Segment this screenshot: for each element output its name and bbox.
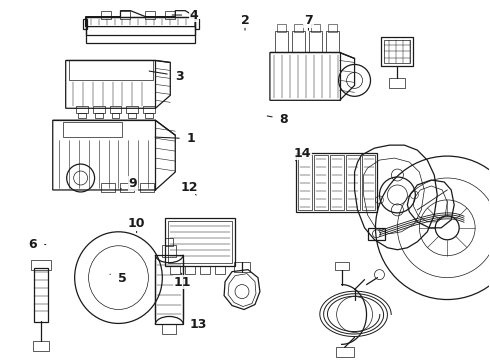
- Bar: [93, 106, 104, 113]
- Bar: [314, 155, 328, 210]
- Bar: [234, 262, 250, 272]
- Bar: [121, 11, 130, 19]
- Text: 7: 7: [304, 14, 313, 30]
- Text: 13: 13: [190, 318, 207, 331]
- Bar: [155, 255, 183, 324]
- Bar: [165, 11, 175, 19]
- Bar: [292, 31, 305, 53]
- Bar: [326, 31, 339, 53]
- Bar: [215, 266, 225, 274]
- Bar: [75, 106, 88, 113]
- Bar: [200, 266, 210, 274]
- Bar: [362, 155, 375, 210]
- Bar: [121, 183, 134, 192]
- Text: 3: 3: [149, 69, 183, 82]
- Bar: [171, 266, 180, 274]
- Bar: [77, 113, 86, 118]
- Bar: [185, 266, 195, 274]
- Bar: [294, 24, 303, 32]
- Bar: [309, 31, 322, 53]
- Text: 1: 1: [155, 132, 196, 145]
- Bar: [128, 113, 136, 118]
- Bar: [330, 155, 343, 210]
- Bar: [168, 221, 232, 263]
- Text: 4: 4: [172, 9, 198, 22]
- Bar: [336, 347, 354, 357]
- Bar: [63, 122, 122, 137]
- Bar: [110, 106, 122, 113]
- Bar: [146, 113, 153, 118]
- Bar: [296, 153, 377, 212]
- Text: 12: 12: [180, 181, 197, 195]
- Bar: [275, 31, 288, 53]
- Text: 10: 10: [128, 217, 146, 233]
- Bar: [195, 19, 199, 28]
- Text: 5: 5: [110, 272, 126, 285]
- Bar: [162, 324, 176, 334]
- Text: 8: 8: [267, 113, 288, 126]
- Bar: [368, 228, 386, 240]
- Bar: [390, 78, 405, 88]
- Text: 14: 14: [294, 147, 311, 161]
- Text: 9: 9: [121, 177, 137, 190]
- Bar: [311, 24, 319, 32]
- Bar: [335, 262, 348, 270]
- Bar: [165, 238, 173, 246]
- Bar: [141, 183, 154, 192]
- Bar: [162, 245, 176, 257]
- Bar: [69, 60, 153, 80]
- Bar: [277, 24, 286, 32]
- Bar: [100, 183, 115, 192]
- Bar: [95, 113, 102, 118]
- Bar: [86, 17, 195, 42]
- Bar: [33, 341, 49, 351]
- Bar: [100, 11, 111, 19]
- Bar: [146, 11, 155, 19]
- Bar: [126, 106, 138, 113]
- Bar: [144, 106, 155, 113]
- Bar: [112, 113, 120, 118]
- Bar: [83, 19, 87, 28]
- Bar: [298, 155, 312, 210]
- Bar: [86, 17, 195, 35]
- Bar: [165, 218, 235, 266]
- Bar: [31, 260, 51, 270]
- Text: 11: 11: [174, 273, 191, 289]
- Bar: [382, 37, 414, 67]
- Bar: [385, 40, 410, 63]
- Bar: [345, 155, 360, 210]
- Bar: [328, 24, 337, 32]
- Text: 6: 6: [28, 238, 46, 251]
- Text: 2: 2: [241, 14, 249, 30]
- Bar: [34, 268, 48, 323]
